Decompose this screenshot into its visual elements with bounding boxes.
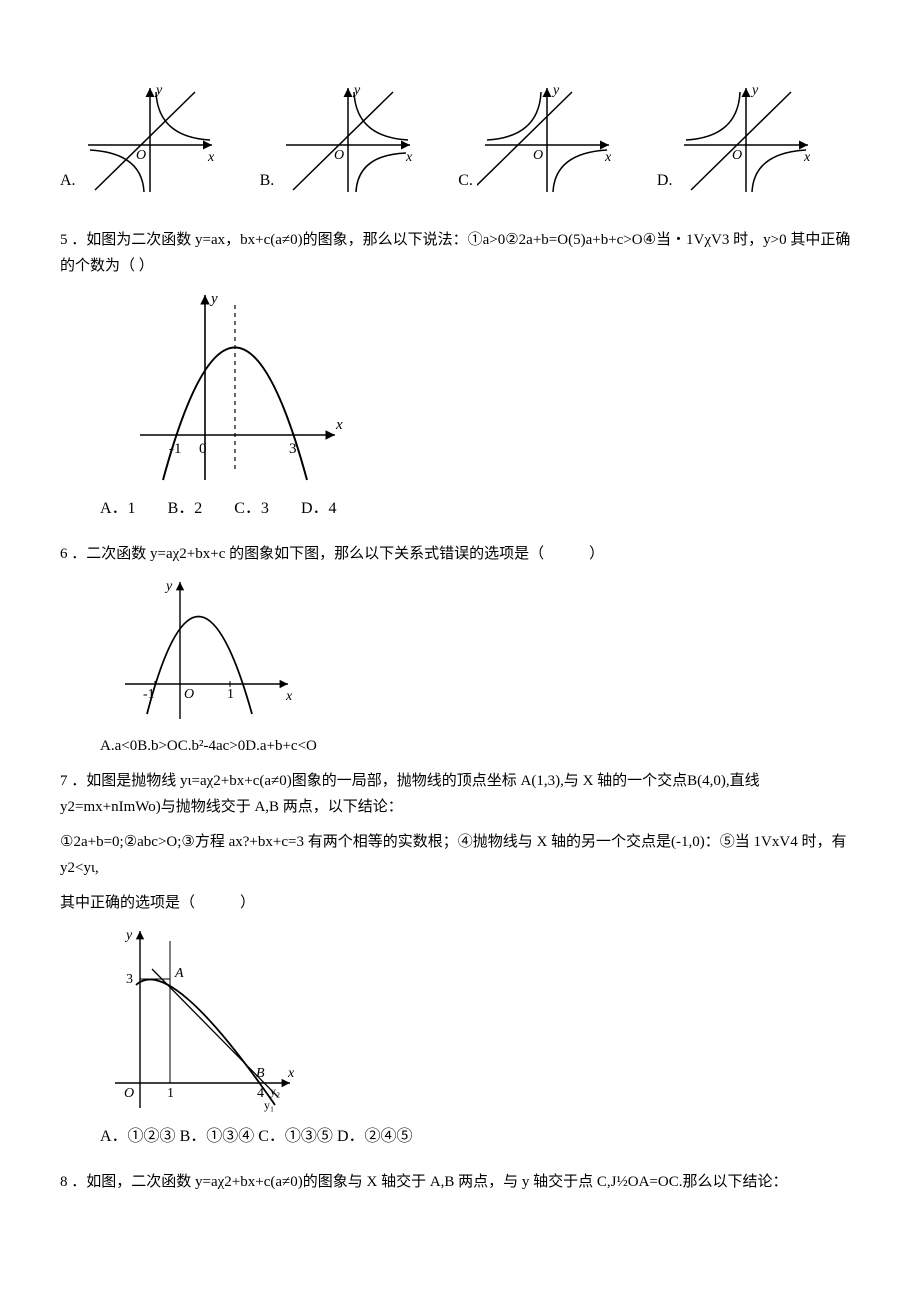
q6-body: ．二次函数 y=aχ2+bx+c 的图象如下图，那么以下关系式错误的选项是（ ）	[71, 546, 604, 562]
q4-graph-c-svg: x y O	[477, 80, 617, 200]
svg-text:O: O	[136, 148, 146, 163]
svg-text:1: 1	[167, 1086, 174, 1101]
svg-text:-1: -1	[169, 441, 182, 457]
svg-text:x: x	[207, 150, 215, 165]
svg-text:x: x	[405, 150, 413, 165]
q7-opt-a: A．①②③	[100, 1128, 176, 1145]
svg-text:1: 1	[227, 687, 234, 702]
svg-text:x: x	[604, 150, 612, 165]
svg-text:y: y	[551, 83, 560, 98]
svg-text:y₁: y₁	[264, 1098, 274, 1112]
svg-text:-1: -1	[143, 687, 155, 702]
q4-option-c: C. x y O	[458, 80, 617, 200]
q7-text2: ①2a+b=0;②abc>O;③方程 ax?+bx+c=3 有两个相等的实数根；…	[60, 830, 860, 881]
q7-opt-b: B．①③④	[180, 1128, 255, 1145]
q5-number: 5	[60, 232, 68, 248]
q4-label-a: A.	[60, 167, 76, 194]
svg-text:y: y	[164, 579, 173, 594]
svg-text:y: y	[124, 928, 133, 943]
svg-text:A: A	[174, 966, 184, 981]
svg-text:O: O	[334, 148, 344, 163]
q4-option-d: D. x y O	[657, 80, 817, 200]
q5-options: A．1 B．2 C．3 D．4	[100, 495, 860, 522]
q6-text: 6 ．二次函数 y=aχ2+bx+c 的图象如下图，那么以下关系式错误的选项是（…	[60, 542, 860, 568]
svg-text:y: y	[750, 83, 759, 98]
svg-text:3: 3	[126, 972, 133, 987]
q4-graph-d-svg: x y O	[676, 80, 816, 200]
q5-opt-a: A．1	[100, 500, 136, 517]
q7-text3: 其中正确的选项是（ ）	[60, 891, 860, 917]
q4-label-b: B.	[260, 167, 275, 194]
svg-text:B: B	[256, 1066, 265, 1081]
svg-text:y: y	[209, 291, 218, 307]
svg-text:x: x	[335, 417, 343, 433]
q8-body: ．如图，二次函数 y=aχ2+bx+c(a≠0)的图象与 X 轴交于 A,B 两…	[71, 1174, 787, 1190]
q8-text: 8 ．如图，二次函数 y=aχ2+bx+c(a≠0)的图象与 X 轴交于 A,B…	[60, 1170, 860, 1196]
svg-text:y: y	[154, 83, 163, 98]
svg-text:O: O	[533, 148, 543, 163]
svg-text:O: O	[732, 148, 742, 163]
q7-text1: 7 ．如图是抛物线 yι=aχ2+bx+c(a≠0)图象的一局部，抛物线的顶点坐…	[60, 769, 860, 820]
q5-text: 5 ．如图为二次函数 y=ax，bx+c(a≠0)的图象，那么以下说法：①a>0…	[60, 228, 860, 279]
svg-text:3: 3	[289, 441, 297, 457]
svg-text:x: x	[285, 689, 293, 704]
q8-number: 8	[60, 1174, 68, 1190]
q7-graph: x y O 3 1 4 A By₂y₁	[100, 923, 300, 1113]
q7-opt-d: D．②④⑤	[337, 1128, 413, 1145]
q4-graph-a-svg: x y O	[80, 80, 220, 200]
q7-options: A．①②③ B．①③④ C．①③⑤ D．②④⑤	[100, 1123, 860, 1150]
svg-text:x: x	[287, 1066, 295, 1081]
q6-number: 6	[60, 546, 68, 562]
q5-opt-b: B．2	[168, 500, 203, 517]
q7-body1: ．如图是抛物线 yι=aχ2+bx+c(a≠0)图象的一局部，抛物线的顶点坐标 …	[60, 773, 760, 815]
q4-label-d: D.	[657, 167, 673, 194]
svg-text:y₂: y₂	[270, 1084, 280, 1098]
q4-option-a: A. x y O	[60, 80, 220, 200]
svg-text:x: x	[803, 150, 811, 165]
svg-text:0: 0	[199, 441, 207, 457]
svg-text:4: 4	[257, 1086, 264, 1101]
q4-graph-b-svg: x y O	[278, 80, 418, 200]
svg-text:y: y	[352, 83, 361, 98]
q5-opt-d: D．4	[301, 500, 337, 517]
q7-opt-c: C．①③⑤	[258, 1128, 333, 1145]
svg-text:O: O	[124, 1086, 134, 1101]
svg-text:O: O	[184, 687, 194, 702]
q5-graph: x y -1 0 3	[120, 285, 350, 485]
q5-body: ．如图为二次函数 y=ax，bx+c(a≠0)的图象，那么以下说法：①a>0②2…	[60, 232, 850, 274]
q5-opt-c: C．3	[234, 500, 269, 517]
q6-graph: x y O -1 1	[110, 574, 300, 724]
q4-label-c: C.	[458, 167, 473, 194]
q4-graph-row: A. x y O B. x y O C. x y O D. x y O	[60, 80, 860, 200]
q7-number: 7	[60, 773, 68, 789]
q6-options: A.a<0B.b>OC.b²-4ac>0D.a+b+c<O	[100, 734, 860, 760]
q4-option-b: B. x y O	[260, 80, 419, 200]
